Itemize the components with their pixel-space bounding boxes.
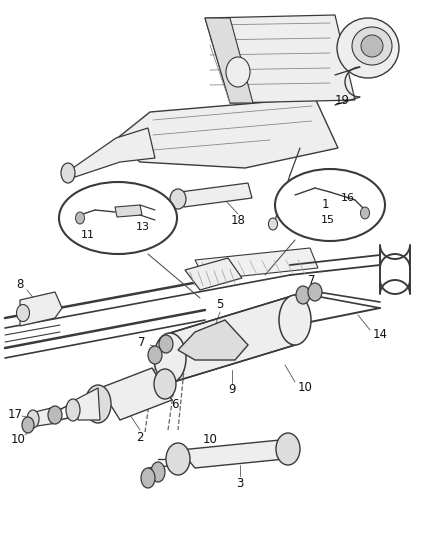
Polygon shape bbox=[184, 258, 241, 290]
Text: 2: 2 bbox=[136, 432, 143, 445]
Ellipse shape bbox=[274, 169, 384, 241]
Ellipse shape bbox=[151, 462, 165, 482]
Polygon shape bbox=[205, 18, 252, 103]
Polygon shape bbox=[115, 205, 141, 217]
Polygon shape bbox=[180, 183, 251, 207]
Text: 10: 10 bbox=[297, 382, 312, 394]
Polygon shape bbox=[115, 98, 337, 168]
Polygon shape bbox=[100, 368, 172, 420]
Ellipse shape bbox=[59, 182, 177, 254]
Ellipse shape bbox=[170, 189, 186, 209]
Ellipse shape bbox=[27, 410, 39, 428]
Ellipse shape bbox=[226, 57, 249, 87]
Ellipse shape bbox=[268, 218, 277, 230]
Text: 8: 8 bbox=[16, 278, 24, 290]
Ellipse shape bbox=[154, 333, 186, 383]
Text: 10: 10 bbox=[202, 433, 217, 447]
Polygon shape bbox=[180, 440, 294, 468]
Ellipse shape bbox=[22, 417, 34, 433]
Ellipse shape bbox=[279, 295, 310, 345]
Ellipse shape bbox=[295, 286, 309, 304]
Ellipse shape bbox=[148, 346, 162, 364]
Polygon shape bbox=[20, 292, 62, 326]
Ellipse shape bbox=[276, 433, 299, 465]
Ellipse shape bbox=[48, 406, 62, 424]
Polygon shape bbox=[205, 15, 354, 103]
Ellipse shape bbox=[275, 199, 284, 211]
Text: 16: 16 bbox=[340, 193, 354, 203]
Ellipse shape bbox=[154, 369, 176, 399]
Text: 10: 10 bbox=[11, 433, 25, 447]
Text: 15: 15 bbox=[320, 215, 334, 225]
Text: 3: 3 bbox=[236, 478, 243, 490]
Polygon shape bbox=[170, 295, 294, 383]
Ellipse shape bbox=[336, 18, 398, 78]
Text: 13: 13 bbox=[136, 222, 150, 232]
Text: 7: 7 bbox=[138, 336, 145, 350]
Ellipse shape bbox=[360, 35, 382, 57]
Polygon shape bbox=[194, 248, 317, 280]
Ellipse shape bbox=[141, 468, 155, 488]
Text: 19: 19 bbox=[334, 93, 349, 107]
Text: 1: 1 bbox=[321, 198, 328, 212]
Text: 9: 9 bbox=[228, 384, 235, 397]
Text: 5: 5 bbox=[216, 298, 223, 311]
Text: 7: 7 bbox=[307, 273, 315, 287]
Ellipse shape bbox=[351, 27, 391, 65]
Ellipse shape bbox=[159, 335, 173, 353]
Text: 14: 14 bbox=[372, 328, 387, 342]
Ellipse shape bbox=[17, 304, 29, 321]
Ellipse shape bbox=[360, 207, 369, 219]
Ellipse shape bbox=[85, 385, 111, 423]
Ellipse shape bbox=[66, 399, 80, 421]
Ellipse shape bbox=[166, 443, 190, 475]
Polygon shape bbox=[75, 388, 100, 420]
Ellipse shape bbox=[307, 283, 321, 301]
Text: 17: 17 bbox=[7, 408, 22, 422]
Text: 11: 11 bbox=[81, 230, 95, 240]
Text: 6: 6 bbox=[171, 399, 178, 411]
Text: 18: 18 bbox=[230, 214, 245, 227]
Ellipse shape bbox=[75, 212, 84, 224]
Polygon shape bbox=[177, 320, 247, 360]
Ellipse shape bbox=[61, 163, 75, 183]
Polygon shape bbox=[70, 128, 155, 177]
Polygon shape bbox=[35, 407, 57, 426]
